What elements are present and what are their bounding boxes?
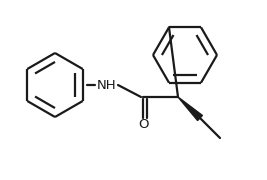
Text: NH: NH xyxy=(97,78,117,91)
Text: O: O xyxy=(138,118,148,132)
Polygon shape xyxy=(178,97,202,121)
